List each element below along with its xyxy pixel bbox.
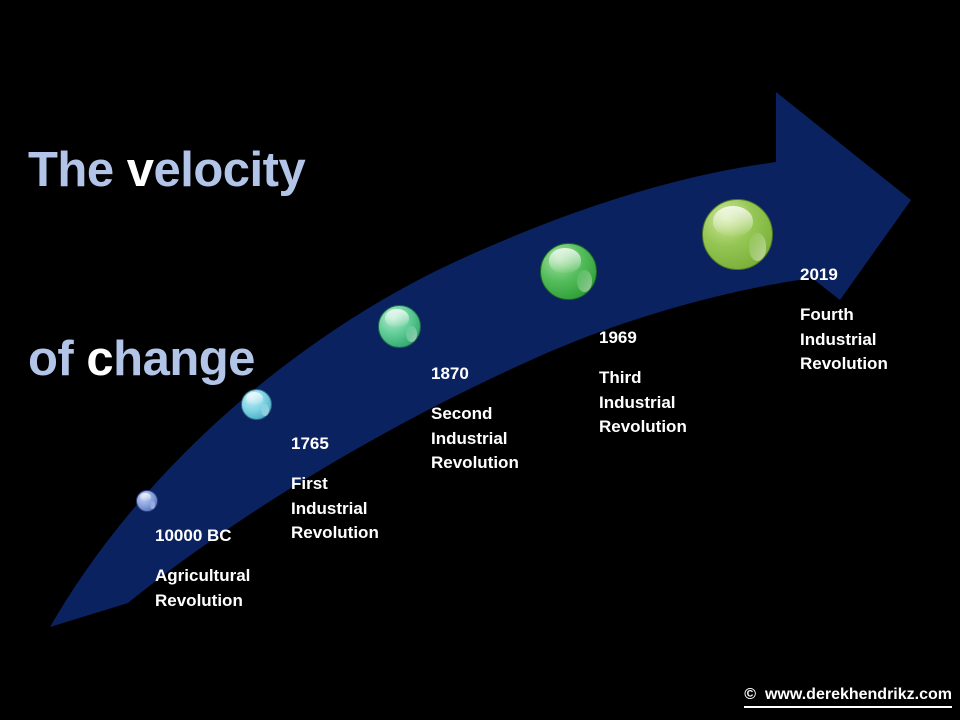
title-line1-part2: elocity	[153, 143, 306, 198]
bubble-gloss-3	[384, 309, 409, 328]
milestone-bubble-2[interactable]	[241, 389, 272, 420]
milestone-label-4: 1969 Third Industrial Revolution	[599, 328, 687, 439]
milestone-label-1: 10000 BC Agricultural Revolution	[155, 526, 250, 613]
page-title: The velocity of change	[28, 14, 306, 516]
milestone-bubble-1[interactable]	[136, 490, 158, 512]
title-line2-part2: hange	[113, 331, 255, 386]
milestone-year-2: 1765	[291, 434, 329, 453]
bubble-gloss-1	[139, 492, 152, 502]
bubble-gloss-5	[712, 205, 753, 236]
milestone-label-2: 1765 First Industrial Revolution	[291, 434, 379, 545]
milestone-bubble-5[interactable]	[702, 199, 773, 270]
milestone-year-3: 1870	[431, 364, 469, 383]
title-line2-part1: of	[28, 331, 87, 386]
milestone-label-3: 1870 Second Industrial Revolution	[431, 364, 519, 475]
milestone-name-4: Third Industrial Revolution	[599, 368, 687, 436]
milestone-year-1: 10000 BC	[155, 526, 232, 545]
bubble-gloss-secondary-2	[261, 403, 269, 416]
arrow-shape	[50, 92, 911, 627]
milestone-name-1: Agricultural Revolution	[155, 566, 251, 610]
bubble-gloss-4	[548, 248, 581, 273]
title-line-2: of change	[28, 328, 305, 391]
bubble-gloss-secondary-3	[406, 325, 417, 343]
bubble-gloss-secondary-1	[150, 500, 156, 509]
milestone-name-2: First Industrial Revolution	[291, 474, 379, 542]
milestone-bubble-4[interactable]	[540, 243, 597, 300]
bubble-gloss-secondary-5	[748, 233, 767, 261]
title-line1-part1: The	[28, 143, 127, 198]
title-line1-highlight: v	[126, 143, 154, 198]
milestone-year-4: 1969	[599, 328, 637, 347]
bubble-gloss-secondary-4	[577, 270, 592, 293]
title-line2-highlight: c	[86, 331, 114, 386]
milestone-name-3: Second Industrial Revolution	[431, 404, 519, 472]
milestone-name-5: Fourth Industrial Revolution	[800, 305, 888, 373]
milestone-year-5: 2019	[800, 265, 838, 284]
bubble-gloss-2	[246, 392, 263, 406]
copyright-footer[interactable]: © www.derekhendrikz.com	[744, 686, 952, 708]
milestone-label-5: 2019 Fourth Industrial Revolution	[800, 265, 888, 376]
milestone-bubble-3[interactable]	[378, 305, 421, 348]
title-line-1: The velocity	[28, 139, 306, 202]
